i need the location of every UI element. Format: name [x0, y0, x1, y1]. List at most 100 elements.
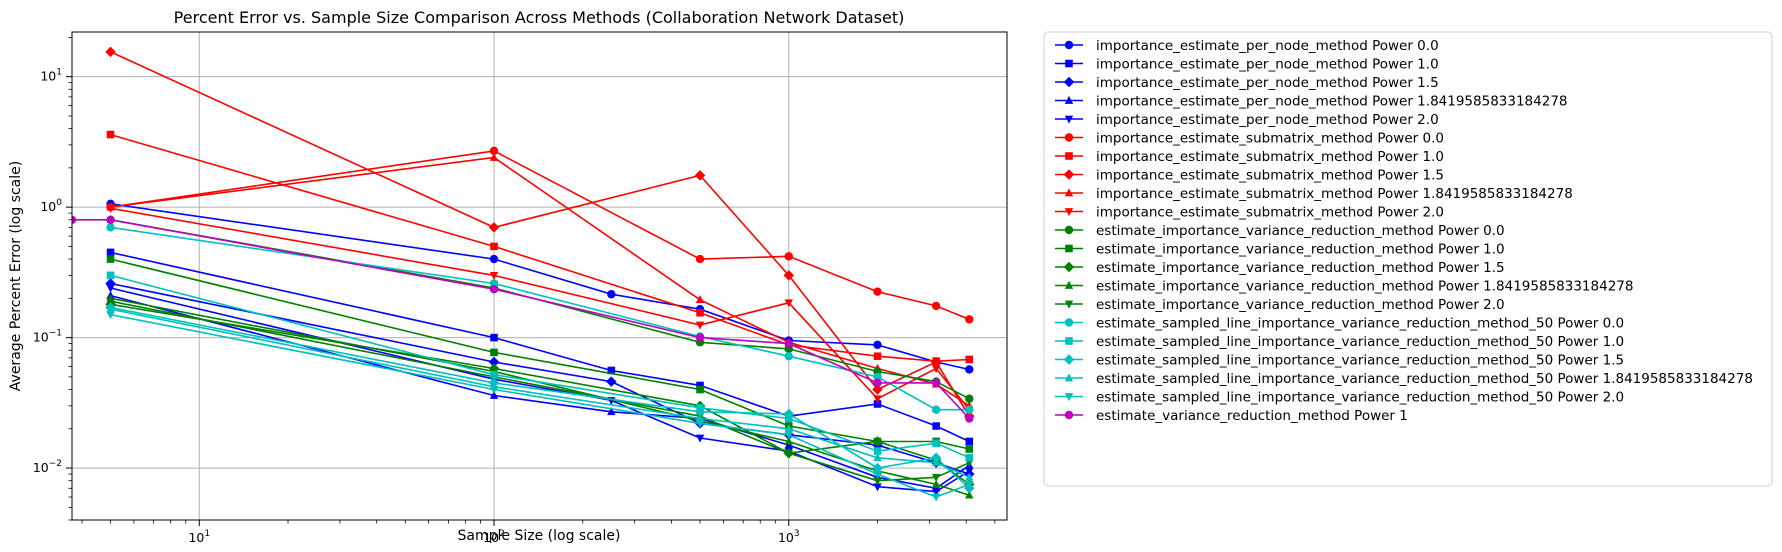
series-6: [106, 130, 974, 365]
data-point: [106, 215, 115, 224]
data-point: [106, 248, 115, 257]
data-point: [695, 333, 705, 342]
chart-title: Percent Error vs. Sample Size Comparison…: [174, 8, 905, 27]
legend-entry: importance_estimate_per_node_method Powe…: [1055, 112, 1439, 128]
legend-marker: [1064, 133, 1074, 142]
data-point: [696, 309, 704, 317]
data-point: [695, 254, 705, 264]
data-point: [784, 339, 793, 348]
data-point: [694, 170, 706, 181]
series-line: [110, 258, 970, 450]
legend-entry: estimate_importance_variance_reduction_m…: [1055, 242, 1505, 258]
legend-label: importance_estimate_per_node_method Powe…: [1096, 38, 1439, 54]
legend-entry: estimate_sampled_line_importance_varianc…: [1055, 316, 1624, 332]
data-point: [105, 46, 116, 58]
legend-marker: [1063, 261, 1075, 273]
data-point: [489, 254, 499, 264]
data-point: [106, 284, 115, 293]
data-point: [931, 479, 941, 488]
data-point: [695, 420, 705, 429]
data-point: [106, 297, 115, 306]
legend-marker: [1064, 40, 1074, 50]
data-point: [873, 453, 882, 462]
series-line: [110, 287, 970, 493]
legend-label: importance_estimate_submatrix_method Pow…: [1096, 186, 1573, 202]
legend-marker: [1064, 280, 1074, 289]
data-point: [106, 204, 115, 213]
legend-marker: [1064, 393, 1074, 402]
data-point: [489, 152, 499, 161]
data-point: [490, 348, 498, 357]
legend-entry: importance_estimate_per_node_method Powe…: [1055, 38, 1439, 54]
series-line: [110, 300, 970, 482]
data-point: [931, 458, 941, 467]
y-axis: 10−2 10−1 100 101: [33, 37, 72, 521]
data-point: [965, 453, 974, 462]
legend-label: importance_estimate_submatrix_method Pow…: [1096, 205, 1444, 221]
data-point: [931, 473, 941, 482]
data-point: [965, 365, 974, 374]
data-point: [873, 400, 882, 408]
legend-entry: estimate_sampled_line_importance_varianc…: [1055, 390, 1624, 406]
legend-label: estimate_sampled_line_importance_varianc…: [1096, 371, 1753, 387]
data-point: [931, 378, 941, 388]
legend-marker: [1065, 244, 1073, 253]
legend-box: [1043, 31, 1773, 487]
legend-marker: [1065, 59, 1073, 68]
legend-entry: importance_estimate_submatrix_method Pow…: [1055, 149, 1444, 165]
data-point: [607, 366, 616, 375]
data-point: [784, 424, 793, 433]
series-0: [106, 199, 974, 374]
data-point: [784, 252, 793, 261]
data-point: [873, 352, 882, 361]
data-point: [783, 408, 795, 420]
legend-label: importance_estimate_per_node_method Powe…: [1096, 57, 1439, 73]
legend-entry: importance_estimate_submatrix_method Pow…: [1055, 131, 1444, 147]
data-point: [489, 386, 499, 395]
legend-label: estimate_importance_variance_reduction_m…: [1096, 223, 1505, 239]
data-point: [606, 376, 617, 387]
legend-entry: estimate_importance_variance_reduction_m…: [1055, 297, 1505, 313]
legend-entry: estimate_importance_variance_reduction_m…: [1055, 260, 1505, 276]
data-point: [873, 483, 882, 492]
legend-entry: estimate_variance_reduction_method Power…: [1055, 408, 1408, 424]
y-tick-label: 10−2: [33, 459, 62, 475]
data-point: [490, 242, 498, 251]
data-point: [872, 436, 883, 447]
data-point: [489, 272, 499, 280]
series-20: [72, 215, 974, 423]
data-point: [931, 488, 941, 497]
data-point: [106, 304, 115, 313]
legend-entry: importance_estimate_submatrix_method Pow…: [1055, 205, 1444, 221]
data-point: [873, 378, 882, 388]
legend-marker: [1064, 225, 1074, 235]
legend-label: estimate_sampled_line_importance_varianc…: [1096, 390, 1624, 406]
legend-entry: importance_estimate_submatrix_method Pow…: [1055, 168, 1444, 184]
data-point: [965, 467, 974, 476]
series-1: [106, 248, 974, 446]
legend-label: importance_estimate_submatrix_method Pow…: [1096, 168, 1444, 184]
legend-label: estimate_importance_variance_reduction_m…: [1096, 279, 1633, 295]
data-point: [106, 311, 115, 320]
series-14: [106, 297, 974, 486]
series-18: [106, 304, 974, 481]
data-point: [965, 355, 974, 364]
legend-marker: [1064, 208, 1074, 217]
legend-label: estimate_importance_variance_reduction_m…: [1096, 297, 1505, 313]
data-point: [695, 434, 705, 443]
legend-marker: [1064, 188, 1074, 197]
data-point: [965, 490, 974, 499]
series-11: [106, 255, 974, 453]
legend-marker: [1064, 95, 1074, 104]
legend-label: importance_estimate_submatrix_method Pow…: [1096, 149, 1444, 165]
data-point: [72, 215, 77, 224]
legend-label: importance_estimate_per_node_method Powe…: [1096, 94, 1568, 110]
data-point: [873, 372, 882, 382]
data-point: [488, 356, 500, 368]
data-point: [784, 431, 793, 440]
data-point: [965, 414, 974, 423]
data-point: [784, 352, 793, 361]
legend-label: estimate_importance_variance_reduction_m…: [1096, 260, 1505, 276]
plot-area: [72, 46, 975, 502]
